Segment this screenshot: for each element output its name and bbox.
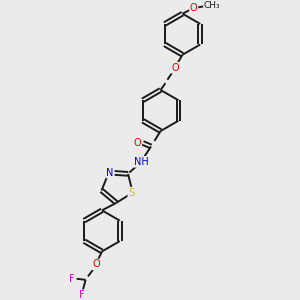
Text: F: F [69,274,75,284]
Text: O: O [171,63,179,73]
Text: S: S [128,188,134,198]
Text: NH: NH [134,157,149,167]
Text: O: O [92,260,100,269]
Text: F: F [79,290,85,300]
Text: O: O [134,138,141,148]
Text: CH₃: CH₃ [204,1,220,10]
Text: N: N [106,167,114,178]
Text: O: O [190,2,198,13]
